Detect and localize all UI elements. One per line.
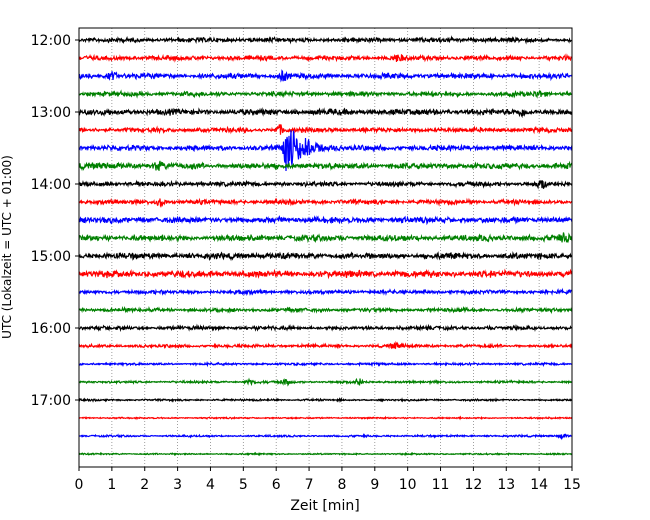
x-tick-label: 9: [370, 477, 379, 493]
x-tick-label: 12: [464, 477, 482, 493]
y-axis-ticks: 12:00 13:00 14:00 15:00 16:00 17:00: [31, 33, 79, 409]
trace-line: [78, 287, 573, 297]
x-tick-label: 11: [432, 477, 450, 493]
y-tick-label: 12:00: [31, 33, 71, 49]
x-tick-label: 4: [206, 477, 215, 493]
x-axis-ticks: 0 1 2 3 4 5 6 7 8 9 10 11 12 13 14 15: [75, 467, 581, 493]
x-tick-label: 10: [399, 477, 417, 493]
trace-line: [78, 323, 573, 333]
trace-line: [78, 377, 573, 387]
x-tick-label: 3: [173, 477, 182, 493]
trace-line: [78, 179, 573, 190]
x-tick-label: 5: [239, 477, 248, 493]
trace-line: [78, 268, 573, 280]
grid-lines: [111, 28, 540, 467]
x-tick-label: 7: [305, 477, 314, 493]
x-tick-label: 2: [140, 477, 149, 493]
trace-line: [78, 69, 573, 83]
trace-line: [78, 35, 573, 45]
plot-frame: [78, 27, 573, 468]
y-tick-label: 14:00: [31, 177, 71, 193]
trace-line: [78, 306, 573, 315]
y-axis-label: UTC (Lokalzeit = UTC + 01:00): [0, 155, 14, 339]
x-tick-label: 13: [497, 477, 515, 493]
trace-line: [78, 232, 573, 244]
trace-line: [78, 397, 573, 403]
x-tick-label: 15: [563, 477, 581, 493]
trace-line: [78, 107, 573, 119]
y-tick-label: 16:00: [31, 321, 71, 337]
trace-line: [78, 89, 573, 99]
trace-line: [78, 451, 573, 457]
trace-line: [78, 415, 573, 421]
trace-line: [78, 160, 573, 172]
y-tick-label: 15:00: [31, 249, 71, 265]
trace-line: [78, 197, 573, 208]
trace-group: [78, 35, 573, 457]
x-tick-label: 8: [337, 477, 346, 493]
trace-line: [78, 53, 573, 63]
trace-line: [78, 214, 573, 226]
y-tick-label: 13:00: [31, 105, 71, 121]
x-tick-label: 0: [75, 477, 84, 493]
y-tick-label: 17:00: [31, 393, 71, 409]
x-tick-label: 6: [272, 477, 281, 493]
trace-line: [78, 123, 573, 135]
trace-line: [78, 130, 573, 171]
x-tick-label: 14: [530, 477, 548, 493]
x-tick-label: 1: [107, 477, 116, 493]
trace-line: [78, 360, 573, 368]
trace-line: [78, 251, 573, 262]
x-axis-label: Zeit [min]: [290, 498, 359, 514]
trace-line: [78, 340, 573, 350]
trace-line: [78, 432, 573, 441]
